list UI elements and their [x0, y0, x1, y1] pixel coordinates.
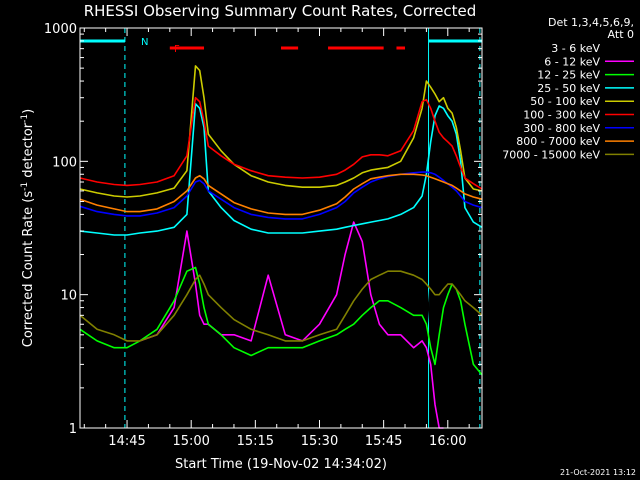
- x-tick-label-5: 16:00: [429, 434, 466, 449]
- series-line-800-7000-kev: [79, 173, 483, 216]
- x-tick-label-2: 15:15: [237, 434, 274, 449]
- series-line-300-800-kev: [79, 171, 483, 220]
- y-axis-title: Corrected Count Rate (s-1 detector-1): [20, 109, 36, 347]
- legend-label-50-100-kev: 50 - 100 keV: [530, 95, 600, 108]
- x-tick-label-1: 15:00: [172, 434, 209, 449]
- flare-flag-label: F: [174, 44, 180, 55]
- legend-label-100-300-kev: 100 - 300 keV: [523, 109, 600, 122]
- legend-label-6-12-kev: 6 - 12 keV: [544, 55, 600, 68]
- night-flag-label: N: [141, 37, 148, 48]
- legend-label-7000-15000-kev: 7000 - 15000 keV: [502, 148, 600, 161]
- x-axis-title: Start Time (19-Nov-02 14:34:02): [175, 457, 387, 472]
- y-tick-label-0: 1: [69, 422, 77, 437]
- x-tick-label-4: 15:45: [365, 434, 402, 449]
- legend-label-25-50-kev: 25 - 50 keV: [537, 82, 600, 95]
- legend-label-300-800-kev: 300 - 800 keV: [523, 122, 600, 135]
- y-tick-label-1: 10: [60, 289, 77, 304]
- x-tick-label-3: 15:30: [301, 434, 338, 449]
- chart-title: RHESSI Observing Summary Count Rates, Co…: [84, 2, 477, 20]
- legend-label-3-6-kev: 3 - 6 keV: [551, 42, 600, 55]
- x-tick-label-0: 14:45: [108, 434, 145, 449]
- legend-header-line-1: Det 1,3,4,5,6,9,: [548, 16, 634, 29]
- generation-timestamp: 21-Oct-2021 13:12: [560, 468, 636, 477]
- legend-header-line-2: Att 0: [608, 28, 634, 41]
- series-line-6-12-kev: [139, 221, 444, 429]
- series-line-25-50-kev: [79, 103, 483, 236]
- series-line-7000-15000-kev: [79, 270, 483, 342]
- series-line-100-300-kev: [79, 96, 483, 190]
- series-line-12-25-kev: [79, 266, 483, 376]
- y-tick-label-3: 1000: [44, 22, 77, 37]
- legend-label-12-25-kev: 12 - 25 keV: [537, 69, 600, 82]
- series-line-3-6-kev: [139, 216, 445, 429]
- plot-frame: [79, 27, 483, 429]
- legend-label-800-7000-kev: 800 - 7000 keV: [516, 135, 600, 148]
- series-line-50-100-kev: [79, 65, 483, 198]
- y-tick-label-2: 100: [52, 155, 77, 170]
